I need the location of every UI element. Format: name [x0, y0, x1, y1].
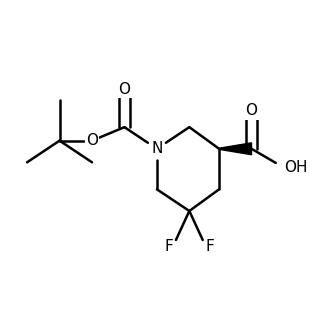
Polygon shape [219, 143, 251, 155]
Text: O: O [118, 82, 130, 97]
Text: O: O [86, 133, 98, 148]
Text: F: F [164, 239, 173, 254]
Text: F: F [206, 239, 214, 254]
Text: OH: OH [284, 160, 308, 175]
Text: O: O [246, 103, 257, 118]
Text: N: N [151, 141, 163, 156]
